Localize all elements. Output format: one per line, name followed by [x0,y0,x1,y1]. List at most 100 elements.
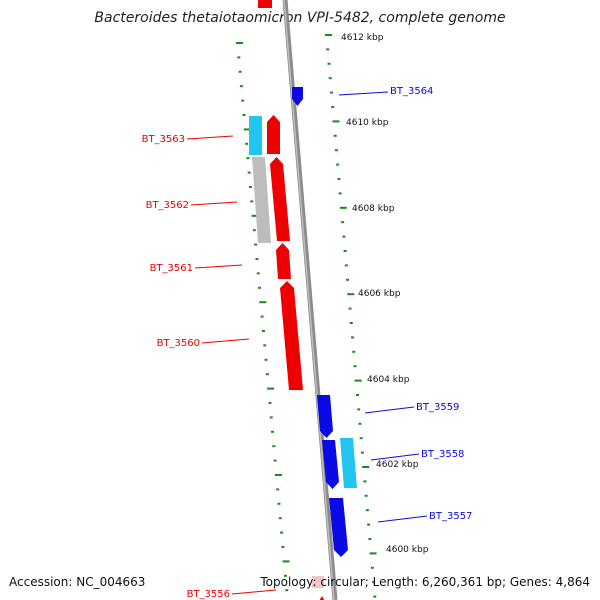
BT_3556-arrow[interactable] [318,596,326,600]
tick-label: 4608 kbp [352,204,395,214]
BT_3563-rna[interactable] [249,116,262,155]
outer-tick-mark [367,523,371,526]
inner-tick-mark [268,402,272,404]
inner-tick-mark [265,373,269,376]
gene-label[interactable]: BT_3558 [421,449,464,460]
inner-tick-mark [246,157,250,160]
tick-label-group: 4612 kbp 4610 kbp 4608 kbp 4606 kbp 4604 kbp… [341,33,429,555]
gene-label[interactable]: BT_3560 [157,338,200,349]
inner-tick-mark [280,531,284,534]
inner-tick-mark [256,272,260,275]
inner-tick-mark [281,546,285,548]
outer-tick-mark [355,394,359,396]
outer-tick-mark [328,77,332,80]
outer-tick-mark [360,451,364,454]
gene-leader-line [190,201,238,206]
tick-label: 4602 kbp [376,460,419,470]
BT_3558-rna[interactable] [340,438,357,488]
outer-tick-mark [342,235,346,238]
gene-leader-line [194,264,243,269]
outer-tick-mark [354,379,362,382]
BT_3564-arrow[interactable] [292,87,303,106]
BT_3558-arrow[interactable] [322,440,339,489]
outer-tick-mark [368,538,372,540]
inner-tick-mark [283,574,287,577]
BT_3557-arrow[interactable] [329,498,348,557]
outer-tick-mark [339,206,347,209]
inner-tick-mark [241,99,245,102]
accession-text: Accession: NC_004663 [9,575,145,589]
outer-tick-mark [365,509,369,512]
outer-tick-mark [357,408,361,411]
outer-tick-mark [358,422,362,425]
outer-tick-mark [348,307,352,310]
gene-label[interactable]: BT_3557 [429,511,472,522]
inner-tick-mark [237,56,241,59]
gene-label[interactable]: BT_3561 [150,263,193,274]
inner-tick-mark [255,258,259,260]
outer-tick-mark [336,163,340,166]
tick-label: 4610 kbp [346,118,389,128]
gene-label[interactable]: BT_3564 [390,86,433,97]
outer-tick-mark [373,595,377,598]
outer-tick-mark [352,350,356,353]
inner-tick-mark [270,430,274,433]
BT_3561-arrow[interactable] [276,243,291,279]
outer-tick-mark [351,336,355,339]
map-title: Bacteroides thetaiotaomicron VPI-5482, c… [94,10,505,26]
gene-leader-line [338,91,389,96]
outer-tick-mark [338,192,342,195]
gene-label[interactable]: BT_3563 [142,134,185,145]
outer-tick-mark [364,494,368,497]
feature-gray[interactable] [252,157,271,243]
gene-label[interactable]: BT_3559 [416,402,459,413]
inner-tick-mark [272,445,276,448]
outer-tick-mark [326,48,330,51]
inner-tick-mark [282,560,290,563]
outer-tick-mark [334,149,338,152]
outer-tick-mark [331,106,335,108]
BT_3559-arrow[interactable] [317,395,333,438]
inner-tick-mark [277,502,281,505]
outer-tick-mark [363,480,367,483]
genome-summary-text: Topology: circular; Length: 6,260,361 bp… [259,575,590,589]
inner-tick-mark [258,286,262,289]
inner-tick-mark [247,171,251,174]
outer-tick-mark [329,91,333,94]
BT_3563-arrow[interactable] [267,115,280,154]
inner-tick-mark [254,243,258,246]
gene-label[interactable]: BT_3562 [146,200,189,211]
gene-label[interactable]: BT_3556 [187,589,230,600]
outer-tick-mark [337,178,341,180]
inner-tick-mark [260,315,264,318]
outer-tick-mark [370,566,374,569]
inner-tick-mark [261,330,265,332]
BT_3562-arrow[interactable] [270,157,290,241]
inner-tick-mark [263,344,267,347]
inner-tick-mark [259,301,267,304]
outer-tick-mark [353,365,357,368]
inner-tick-mark [274,474,282,476]
outer-tick-mark [349,322,353,324]
outer-tick-mark [333,134,337,137]
inner-tick-mark [243,128,251,131]
tick-label: 4606 kbp [358,289,401,299]
gene-leader-line [186,135,234,140]
gene-label-group: BT_3564 BT_3563 BT_3562 BT_3561 BT_3560 BT_35… [142,86,473,600]
BT_3560-arrow[interactable] [280,281,303,390]
outer-tick-mark [341,221,345,224]
inner-tick-mark [251,214,259,217]
outer-tick-mark [347,293,355,296]
gene-leader-line [231,589,277,595]
outer-tick-mark [372,581,376,584]
inner-tick-mark [276,488,280,491]
outer-tick-mark [362,466,370,468]
inner-tick-mark [248,186,252,188]
outer-tick-mark [346,278,350,281]
bottom-partial-feature[interactable] [312,576,324,588]
inner-tick-mark [269,416,273,419]
outer-tick-mark [344,264,348,267]
inner-tick-mark [242,114,246,116]
top-partial-feature[interactable] [258,0,272,8]
